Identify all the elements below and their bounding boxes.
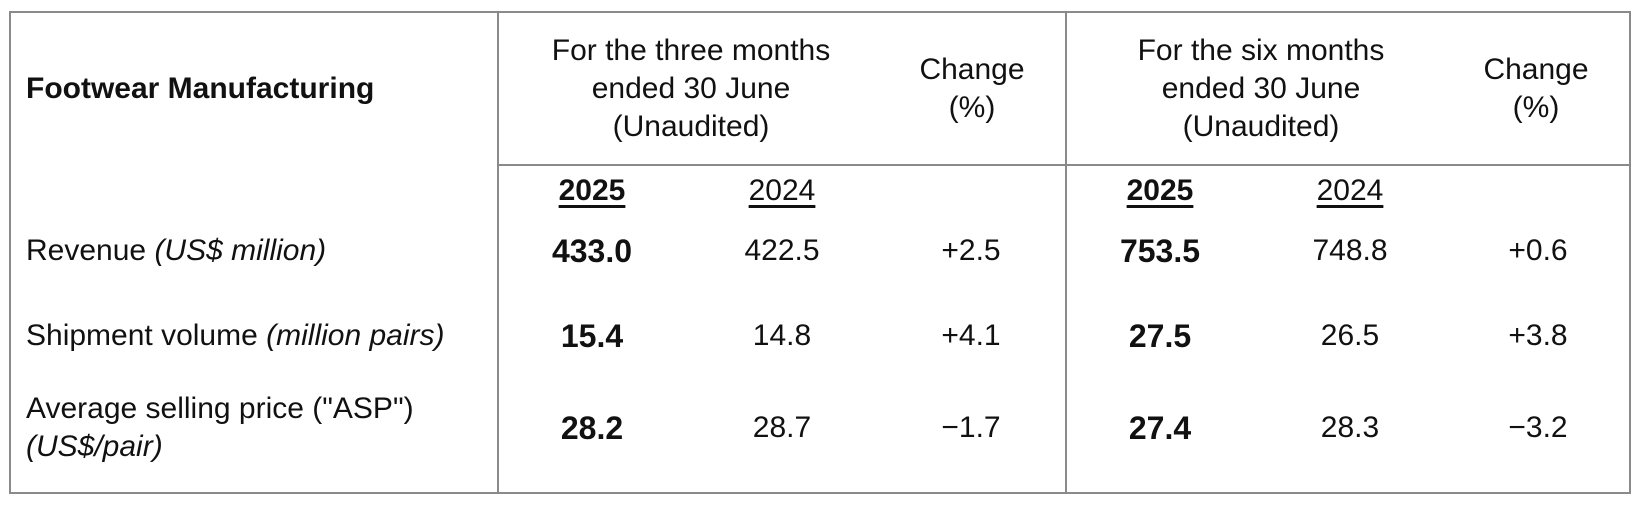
row-label-unit: (US$ million) xyxy=(154,234,327,267)
value-h-current: 27.4 xyxy=(1128,409,1192,446)
value-q-prior: 422.5 xyxy=(744,234,820,267)
table-title: Footwear Manufacturing xyxy=(26,71,375,105)
header-six-months: For the six months ended 30 June (Unaudi… xyxy=(1137,33,1385,143)
header-change-six-months: Change (%) xyxy=(1483,52,1589,124)
column-divider xyxy=(1065,13,1067,492)
value-q-current: 433.0 xyxy=(551,232,633,269)
year-three-months-current: 2025 xyxy=(558,174,626,207)
row-label-unit: (million pairs) xyxy=(266,319,445,352)
header-three-months: For the three months ended 30 June (Unau… xyxy=(551,33,831,143)
value-q-change: −1.7 xyxy=(941,411,1001,444)
row-label-shipment-volume: Shipment volume (million pairs) xyxy=(11,293,451,379)
row-label-text: Revenue xyxy=(26,234,147,267)
value-h-change: +3.8 xyxy=(1508,319,1568,352)
value-q-prior: 14.8 xyxy=(752,319,812,352)
row-label-asp: Average selling price ("ASP") (US$/pair) xyxy=(11,385,497,471)
value-h-prior: 748.8 xyxy=(1312,234,1388,267)
value-q-change: +4.1 xyxy=(941,319,1001,352)
header-divider xyxy=(497,164,1629,166)
value-h-current: 27.5 xyxy=(1128,317,1192,354)
row-label-text: Shipment volume xyxy=(26,319,258,352)
value-h-change: −3.2 xyxy=(1508,411,1568,444)
row-label-revenue: Revenue (US$ million) xyxy=(11,221,497,281)
financial-table: Footwear Manufacturing For the three mon… xyxy=(9,11,1631,494)
value-q-prior: 28.7 xyxy=(752,411,812,444)
row-label-unit: (US$/pair) xyxy=(26,430,163,463)
year-three-months-prior: 2024 xyxy=(748,174,816,207)
value-q-current: 28.2 xyxy=(560,409,624,446)
value-h-prior: 26.5 xyxy=(1320,319,1380,352)
header-change-three-months: Change (%) xyxy=(919,52,1025,124)
year-six-months-current: 2025 xyxy=(1126,174,1194,207)
row-label-text: Average selling price ("ASP") xyxy=(26,392,414,425)
year-six-months-prior: 2024 xyxy=(1316,174,1384,207)
value-q-change: +2.5 xyxy=(941,234,1001,267)
column-divider xyxy=(497,13,499,492)
value-h-change: +0.6 xyxy=(1508,234,1568,267)
value-h-prior: 28.3 xyxy=(1320,411,1380,444)
value-h-current: 753.5 xyxy=(1119,232,1201,269)
value-q-current: 15.4 xyxy=(560,317,624,354)
